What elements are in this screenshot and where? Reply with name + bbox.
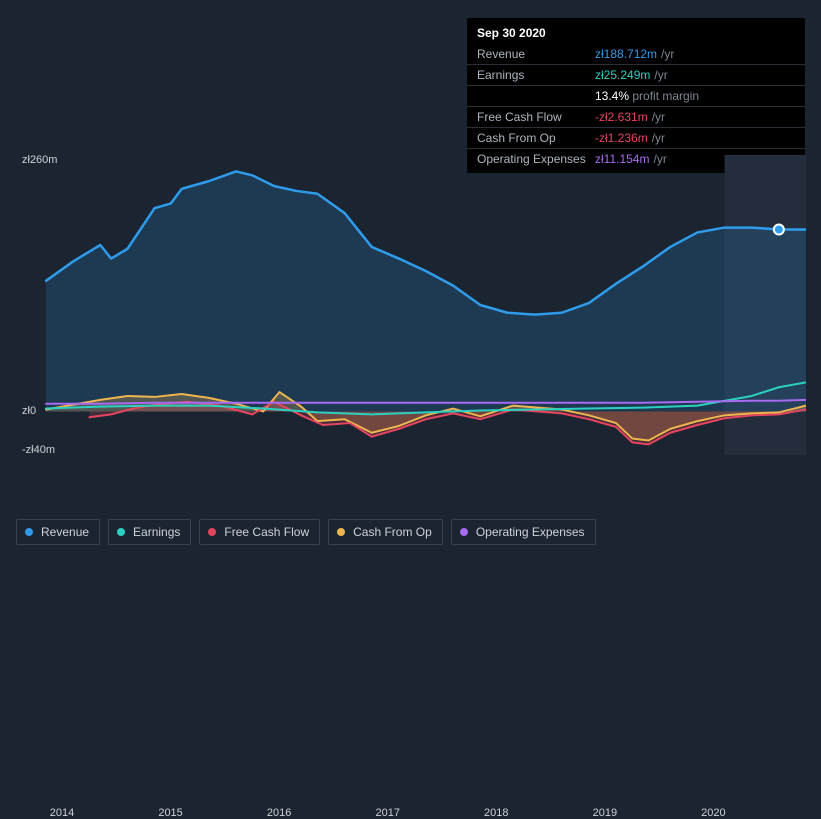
tooltip-date: Sep 30 2020 (467, 22, 805, 44)
tooltip-row-margin: 13.4% profit margin (595, 89, 699, 103)
x-axis-label: 2020 (701, 807, 725, 819)
legend-dot-icon (460, 528, 468, 536)
y-axis-label: zł260m (22, 154, 57, 166)
legend-item-cash_from_op[interactable]: Cash From Op (328, 519, 443, 545)
tooltip-row-value: -zł2.631m/yr (595, 110, 665, 124)
x-axis-label: 2016 (267, 807, 291, 819)
legend-dot-icon (25, 528, 33, 536)
financials-chart: zł260mzł0-zł40m 201420152016201720182019… (16, 155, 806, 495)
legend-item-free_cash_flow[interactable]: Free Cash Flow (199, 519, 320, 545)
legend-item-revenue[interactable]: Revenue (16, 519, 100, 545)
tooltip-row: Cash From Op-zł1.236m/yr (467, 127, 805, 148)
tooltip-row-label: Revenue (477, 47, 595, 61)
x-axis-label: 2017 (375, 807, 399, 819)
tooltip-row-value: -zł1.236m/yr (595, 131, 665, 145)
tooltip-row-label: Cash From Op (477, 131, 595, 145)
chart-tooltip: Sep 30 2020 Revenuezł188.712m/yrEarnings… (467, 18, 805, 173)
x-axis-label: 2015 (158, 807, 182, 819)
chart-marker-dot (774, 225, 784, 235)
x-axis-label: 2014 (50, 807, 74, 819)
legend-label: Earnings (133, 525, 180, 539)
x-axis-label: 2018 (484, 807, 508, 819)
chart-svg (16, 155, 806, 475)
legend-item-operating_expenses[interactable]: Operating Expenses (451, 519, 596, 545)
tooltip-row-label (477, 89, 595, 103)
y-axis-label: zł0 (22, 405, 36, 417)
legend-dot-icon (208, 528, 216, 536)
chart-legend: Revenue Earnings Free Cash Flow Cash From O… (16, 519, 596, 545)
tooltip-row: Free Cash Flow-zł2.631m/yr (467, 106, 805, 127)
tooltip-row-value: zł188.712m/yr (595, 47, 674, 61)
legend-item-earnings[interactable]: Earnings (108, 519, 191, 545)
legend-label: Operating Expenses (476, 525, 585, 539)
legend-label: Free Cash Flow (224, 525, 309, 539)
tooltip-row-label: Free Cash Flow (477, 110, 595, 124)
tooltip-row-value: zł25.249m/yr (595, 68, 668, 82)
tooltip-row: Earningszł25.249m/yr (467, 64, 805, 85)
tooltip-row: Revenuezł188.712m/yr (467, 44, 805, 64)
tooltip-row-label: Earnings (477, 68, 595, 82)
legend-label: Revenue (41, 525, 89, 539)
x-axis-label: 2019 (593, 807, 617, 819)
tooltip-row: 13.4% profit margin (467, 85, 805, 106)
y-axis-label: -zł40m (22, 444, 55, 456)
legend-label: Cash From Op (353, 525, 432, 539)
legend-dot-icon (337, 528, 345, 536)
legend-dot-icon (117, 528, 125, 536)
